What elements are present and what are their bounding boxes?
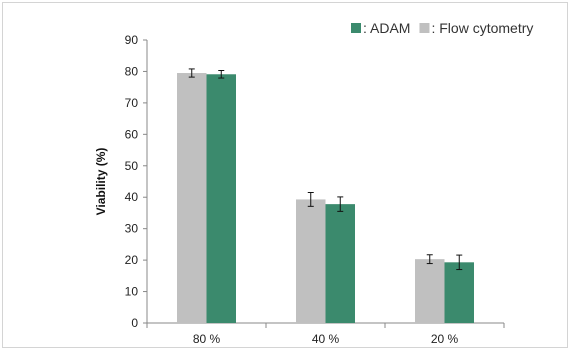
- y-tick-label: 10: [125, 285, 139, 299]
- bar: [206, 74, 236, 323]
- y-tick-label: 0: [131, 316, 138, 330]
- x-tick-label: 20 %: [431, 332, 459, 346]
- y-tick-label: 50: [125, 159, 139, 173]
- y-tick-label: 60: [125, 127, 139, 141]
- bar: [415, 259, 445, 323]
- bar: [325, 204, 355, 323]
- y-tick-label: 70: [125, 96, 139, 110]
- legend-swatch: [351, 23, 361, 33]
- y-axis: 0 10 20 30 40 50 60 70 80 90: [125, 33, 148, 330]
- bar: [296, 199, 326, 323]
- y-tick-label: 90: [125, 33, 139, 47]
- legend: : ADAM : Flow cytometry: [351, 20, 533, 36]
- legend-label: : Flow cytometry: [431, 20, 533, 36]
- x-axis: 80 % 40 % 20 %: [146, 322, 505, 346]
- bar: [177, 73, 207, 324]
- y-tick-label: 30: [125, 222, 139, 236]
- x-tick-label: 80 %: [193, 332, 221, 346]
- legend-swatch: [419, 23, 430, 33]
- y-tick-label: 40: [125, 190, 139, 204]
- x-tick-label: 40 %: [312, 332, 340, 346]
- legend-label: : ADAM: [363, 20, 410, 36]
- bar: [444, 262, 474, 323]
- y-tick-label: 80: [125, 64, 139, 78]
- y-tick-label: 20: [125, 253, 139, 267]
- bars: [177, 68, 474, 324]
- y-axis-title: Viability (%): [94, 148, 108, 216]
